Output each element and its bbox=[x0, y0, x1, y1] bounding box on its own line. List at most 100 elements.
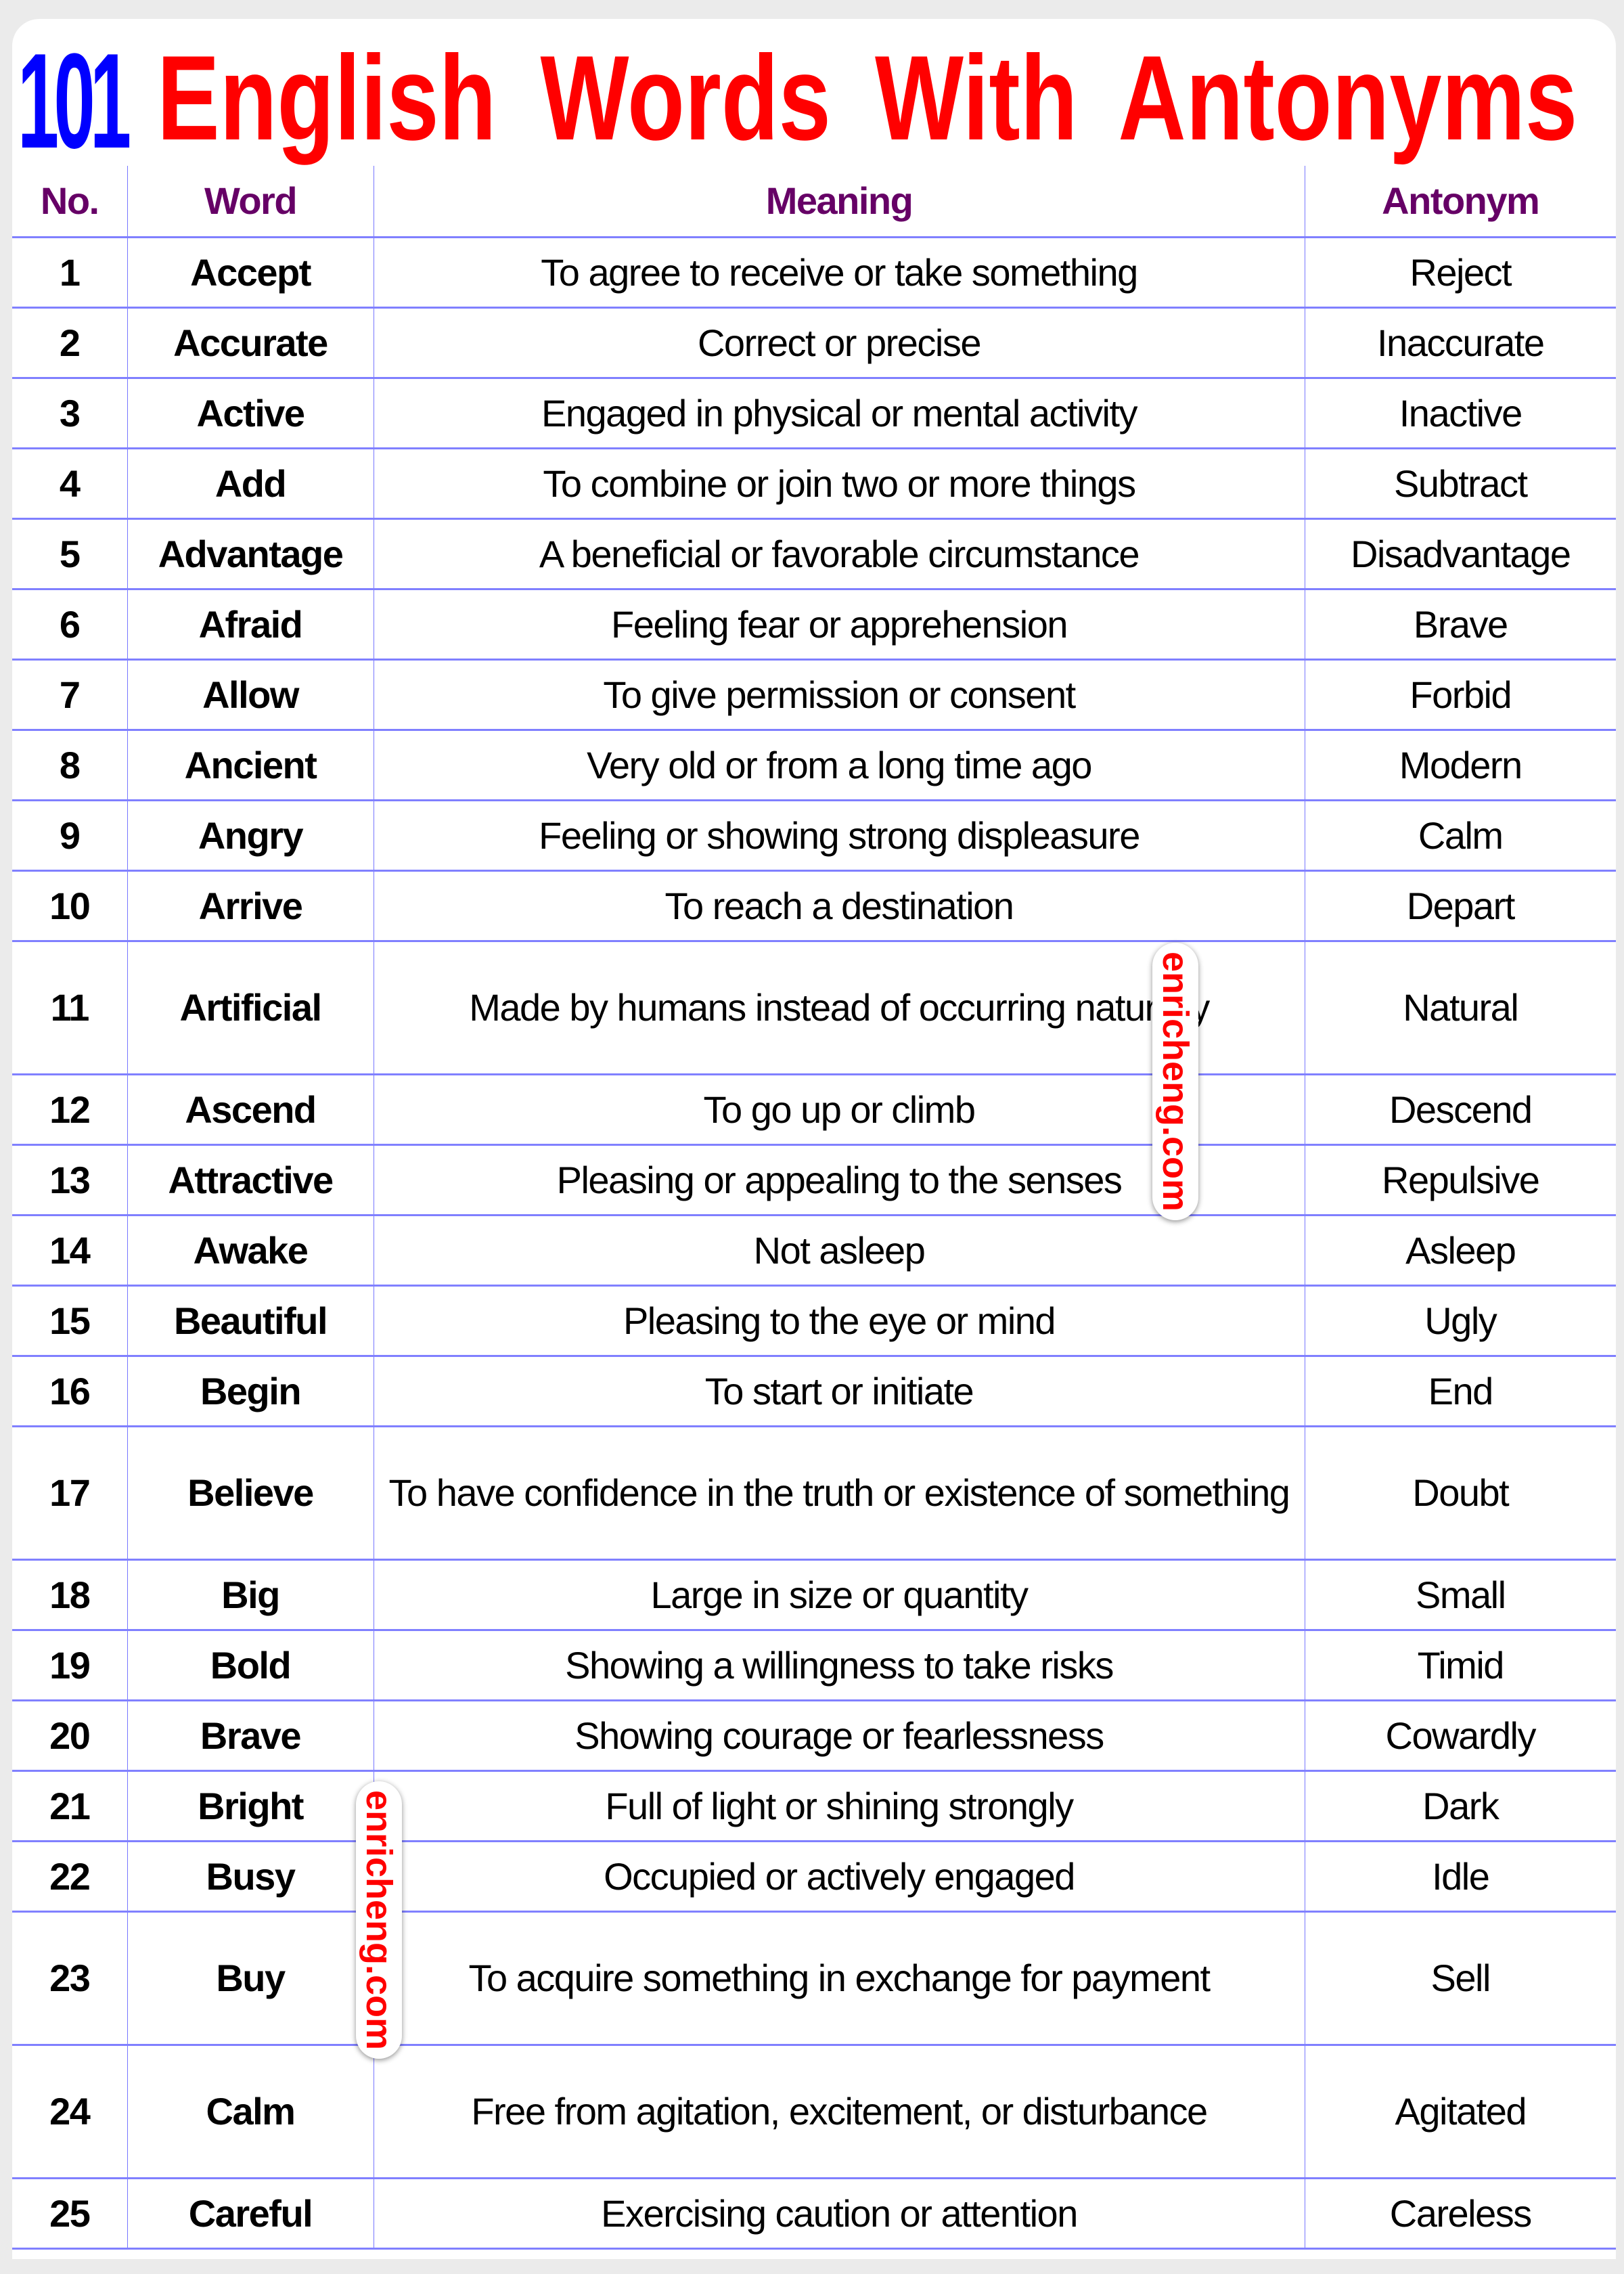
cell-word: Begin bbox=[127, 1356, 374, 1427]
header-antonym: Antonym bbox=[1304, 166, 1616, 238]
table-row: 2 Accurate Correct or precise Inaccurate bbox=[12, 307, 1616, 378]
cell-no: 19 bbox=[49, 1643, 91, 1687]
watermark: enricheng.com bbox=[356, 1781, 402, 2059]
watermark: enricheng.com bbox=[1152, 943, 1198, 1220]
table-row: 4 Add To combine or join two or more thing… bbox=[12, 448, 1616, 519]
cell-no: 6 bbox=[59, 602, 81, 646]
cell-meaning: To give permission or consent bbox=[373, 659, 1305, 730]
cell-word: Attractive bbox=[127, 1144, 374, 1216]
title-number: 101 bbox=[18, 26, 131, 177]
cell-no: 8 bbox=[59, 743, 81, 786]
table-header-row: No. Word Meaning Antonym bbox=[12, 166, 1616, 238]
cell-word: Bright bbox=[127, 1770, 374, 1842]
cell-antonym: Reject bbox=[1304, 237, 1616, 308]
cell-no: 21 bbox=[49, 1784, 91, 1827]
cell-meaning: Occupied or actively engaged bbox=[373, 1841, 1305, 1912]
cell-no: 9 bbox=[59, 813, 81, 857]
cell-no: 16 bbox=[49, 1369, 91, 1412]
cell-word: Careful bbox=[127, 2178, 374, 2249]
cell-antonym: Depart bbox=[1304, 870, 1616, 941]
cell-word: Bold bbox=[127, 1630, 374, 1701]
cell-antonym: Disadvantage bbox=[1304, 518, 1616, 589]
cell-no: 25 bbox=[49, 2191, 91, 2235]
cell-meaning: Free from agitation, excitement, or dist… bbox=[373, 2045, 1305, 2179]
cell-antonym: Idle bbox=[1304, 1841, 1616, 1912]
cell-meaning: Exercising caution or attention bbox=[373, 2178, 1305, 2249]
table-row: 3 Active Engaged in physical or mental act… bbox=[12, 378, 1616, 449]
cell-no: 1 bbox=[59, 250, 81, 294]
cell-word: Artificial bbox=[127, 941, 374, 1075]
cell-word: Beautiful bbox=[127, 1285, 374, 1356]
cell-no: 23 bbox=[49, 1957, 91, 1999]
cell-no: 12 bbox=[49, 1088, 91, 1131]
antonyms-table: No. Word Meaning Antonym 1 Accept To agree… bbox=[12, 166, 1616, 2250]
table-row: 21 Bright Full of light or shining strongl… bbox=[12, 1770, 1616, 1842]
table-row: 23 Buy To acquire something in exchange fo… bbox=[12, 1911, 1616, 2045]
cell-antonym: Brave bbox=[1304, 589, 1616, 660]
cell-word: Add bbox=[127, 448, 374, 519]
cell-meaning: Correct or precise bbox=[373, 307, 1305, 378]
cell-word: Active bbox=[127, 378, 374, 449]
cell-antonym: Ugly bbox=[1304, 1285, 1616, 1356]
table-row: 24 Calm Free from agitation, excitement, o… bbox=[12, 2045, 1616, 2179]
cell-no: 20 bbox=[49, 1714, 91, 1757]
cell-word: Afraid bbox=[127, 589, 374, 660]
cell-meaning: To reach a destination bbox=[373, 870, 1305, 941]
table-row: 9 Angry Feeling or showing strong displeas… bbox=[12, 800, 1616, 871]
cell-meaning: Pleasing or appealing to the senses bbox=[373, 1144, 1305, 1216]
cell-antonym: Natural bbox=[1304, 941, 1616, 1075]
cell-antonym: Repulsive bbox=[1304, 1144, 1616, 1216]
table-row: 10 Arrive To reach a destination Depart bbox=[12, 870, 1616, 941]
cell-word: Advantage bbox=[127, 518, 374, 589]
cell-word: Arrive bbox=[127, 870, 374, 941]
cell-antonym: Agitated bbox=[1304, 2045, 1616, 2179]
table-row: 6 Afraid Feeling fear or apprehension Brave bbox=[12, 589, 1616, 660]
cell-meaning: Engaged in physical or mental activity bbox=[373, 378, 1305, 449]
cell-word: Angry bbox=[127, 800, 374, 871]
cell-no: 15 bbox=[49, 1299, 91, 1342]
cell-no: 11 bbox=[50, 986, 90, 1029]
cell-no: 5 bbox=[59, 532, 81, 575]
cell-word: Ascend bbox=[127, 1074, 374, 1145]
cell-no: 17 bbox=[49, 1471, 91, 1514]
cell-no: 18 bbox=[49, 1573, 91, 1616]
cell-meaning: Made by humans instead of occurring natu… bbox=[373, 941, 1305, 1075]
cell-antonym: Small bbox=[1304, 1559, 1616, 1630]
cell-no: 10 bbox=[49, 884, 91, 927]
cell-meaning: To start or initiate bbox=[373, 1356, 1305, 1427]
cell-meaning: To acquire something in exchange for pay… bbox=[373, 1911, 1305, 2045]
cell-no: 13 bbox=[49, 1158, 91, 1201]
cell-word: Calm bbox=[127, 2045, 374, 2179]
cell-antonym: Doubt bbox=[1304, 1426, 1616, 1560]
table-row: 15 Beautiful Pleasing to the eye or mind Ug… bbox=[12, 1285, 1616, 1356]
table-row: 22 Busy Occupied or actively engaged Idle bbox=[12, 1841, 1616, 1912]
cell-no: 14 bbox=[49, 1228, 91, 1272]
table-row: 17 Believe To have confidence in the truth… bbox=[12, 1426, 1616, 1560]
cell-meaning: Pleasing to the eye or mind bbox=[373, 1285, 1305, 1356]
cell-antonym: Calm bbox=[1304, 800, 1616, 871]
cell-antonym: Descend bbox=[1304, 1074, 1616, 1145]
cell-meaning: A beneficial or favorable circumstance bbox=[373, 518, 1305, 589]
cell-meaning: Full of light or shining strongly bbox=[373, 1770, 1305, 1842]
cell-word: Buy bbox=[127, 1911, 374, 2045]
cell-word: Believe bbox=[127, 1426, 374, 1560]
cell-meaning: Large in size or quantity bbox=[373, 1559, 1305, 1630]
cell-meaning: Not asleep bbox=[373, 1215, 1305, 1286]
cell-meaning: Very old or from a long time ago bbox=[373, 730, 1305, 801]
title-text: English Words With Antonyms bbox=[157, 30, 1578, 165]
cell-word: Accept bbox=[127, 237, 374, 308]
cell-antonym: Inaccurate bbox=[1304, 307, 1616, 378]
table-row: 11 Artificial Made by humans instead of oc… bbox=[12, 941, 1616, 1075]
cell-meaning: To agree to receive or take something bbox=[373, 237, 1305, 308]
cell-meaning: Showing a willingness to take risks bbox=[373, 1630, 1305, 1701]
header-word: Word bbox=[127, 166, 374, 238]
cell-meaning: Feeling fear or apprehension bbox=[373, 589, 1305, 660]
table-row: 1 Accept To agree to receive or take somet… bbox=[12, 237, 1616, 308]
cell-meaning: Feeling or showing strong displeasure bbox=[373, 800, 1305, 871]
cell-antonym: Timid bbox=[1304, 1630, 1616, 1701]
page-title: 101 English Words With Antonyms bbox=[15, 26, 1612, 177]
cell-meaning: To combine or join two or more things bbox=[373, 448, 1305, 519]
cell-antonym: Cowardly bbox=[1304, 1700, 1616, 1771]
table-row: 7 Allow To give permission or consent Forbi… bbox=[12, 659, 1616, 730]
cell-meaning: To go up or climb bbox=[373, 1074, 1305, 1145]
